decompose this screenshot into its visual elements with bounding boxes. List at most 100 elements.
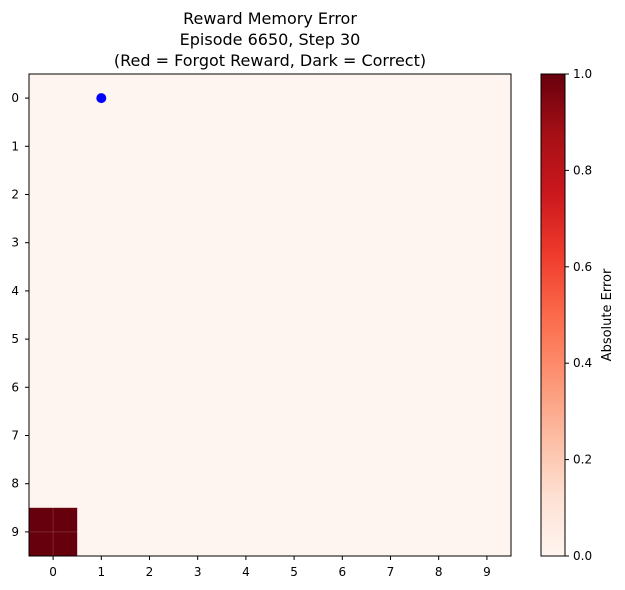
heatmap-cell [414,74,464,123]
colorbar-tick-label: 0.2 [573,453,592,467]
heatmap-cell [125,411,175,461]
heatmap-cell [414,411,464,461]
y-axis-ticks: 0 1 2 3 4 5 6 7 8 9 [11,91,29,539]
heatmap-cell [318,363,367,412]
heatmap-cell [173,74,223,123]
heatmap-cell [414,315,464,364]
heatmap-cell [366,170,416,220]
heatmap-cell [462,459,512,509]
heatmap-cell [318,411,367,461]
heatmap-cell [77,122,126,171]
heatmap-cell [77,218,126,268]
heatmap-cell [29,170,78,220]
y-tick-label: 1 [11,139,19,153]
heatmap-cell [366,122,416,171]
heatmap-cell [221,315,271,364]
heatmap-cell [414,218,464,268]
heatmap-cell [77,459,126,509]
y-tick-label: 5 [11,332,19,346]
heatmap-cell [462,411,512,461]
plot-frame [28,73,512,557]
agent-position-marker [96,93,107,104]
heatmap-cell [173,122,223,171]
heatmap-cell [77,363,126,412]
heatmap-cell [414,459,464,509]
heatmap-cell [270,74,319,123]
y-tick-label: 6 [11,380,19,394]
heatmap-cell [77,507,126,557]
colorbar-tick-label: 0.8 [573,163,592,177]
heatmap-cell [270,122,319,171]
heatmap-cell [221,363,271,412]
heatmap-cells [29,74,512,557]
heatmap-cell [29,363,78,412]
heatmap-cell [173,507,223,557]
heatmap-cell [270,266,319,316]
heatmap-cell [462,74,512,123]
heatmap-cell [414,507,464,557]
heatmap-cell [318,315,367,364]
heatmap-cell [366,218,416,268]
y-tick-label: 2 [11,188,19,202]
x-tick-label: 0 [49,565,57,579]
x-tick-label: 7 [387,565,395,579]
heatmap-cell [77,411,126,461]
x-tick-label: 8 [435,565,443,579]
heatmap-cell [29,218,78,268]
heatmap-cell [462,218,512,268]
heatmap-cell [318,170,367,220]
heatmap-cell [29,122,78,171]
x-tick-label: 1 [97,565,105,579]
heatmap-cell [462,122,512,171]
y-tick-label: 7 [11,429,19,443]
heatmap-cell [173,266,223,316]
heatmap-cell [29,459,78,509]
heatmap-cell [29,266,78,316]
heatmap-cell [77,170,126,220]
heatmap-cell [125,315,175,364]
heatmap-cell [318,122,367,171]
x-tick-label: 4 [242,565,250,579]
heatmap-cell [318,507,367,557]
heatmap-cell [414,122,464,171]
colorbar-ticks: 0.0 0.2 0.4 0.6 0.8 1.0 [565,67,592,563]
heatmap-cell [173,459,223,509]
heatmap-cell [462,266,512,316]
heatmap-cell [270,411,319,461]
heatmap-cell [366,315,416,364]
x-tick-label: 2 [146,565,154,579]
y-tick-label: 4 [11,284,19,298]
heatmap-cell [125,74,175,123]
heatmap-cell [29,74,78,123]
title-line-2: Episode 6650, Step 30 [180,30,361,49]
heatmap-cell [318,266,367,316]
heatmap-cell [221,459,271,509]
heatmap-cell [414,170,464,220]
heatmap-cell [173,170,223,220]
heatmap-cell [462,363,512,412]
heatmap-cell [366,266,416,316]
heatmap-cell [270,507,319,557]
heatmap-cell [221,266,271,316]
heatmap-cell [221,218,271,268]
heatmap-cell [173,363,223,412]
heatmap-cell [125,363,175,412]
colorbar [540,73,566,557]
heatmap-cell [29,411,78,461]
y-tick-label: 0 [11,91,19,105]
heatmap-cell [270,218,319,268]
y-tick-label: 3 [11,236,19,250]
heatmap-cell [29,315,78,364]
colorbar-tick-label: 1.0 [573,67,592,81]
colorbar-tick-label: 0.6 [573,260,592,274]
heatmap-cell [366,507,416,557]
y-tick-label: 8 [11,477,19,491]
heatmap-cell [270,363,319,412]
heatmap-cell [462,170,512,220]
x-tick-label: 6 [338,565,346,579]
heatmap-cell [77,266,126,316]
title-line-1: Reward Memory Error [183,9,357,28]
heatmap-cell [414,266,464,316]
y-tick-label: 9 [11,525,19,539]
